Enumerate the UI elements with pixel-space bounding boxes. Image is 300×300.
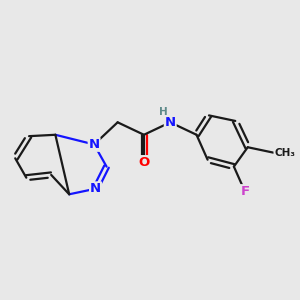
- Text: H: H: [159, 107, 168, 117]
- Text: N: N: [88, 138, 100, 151]
- Text: N: N: [165, 116, 176, 129]
- Text: CH₃: CH₃: [274, 148, 295, 158]
- Text: F: F: [240, 185, 250, 198]
- Text: O: O: [138, 156, 150, 169]
- Text: N: N: [90, 182, 101, 195]
